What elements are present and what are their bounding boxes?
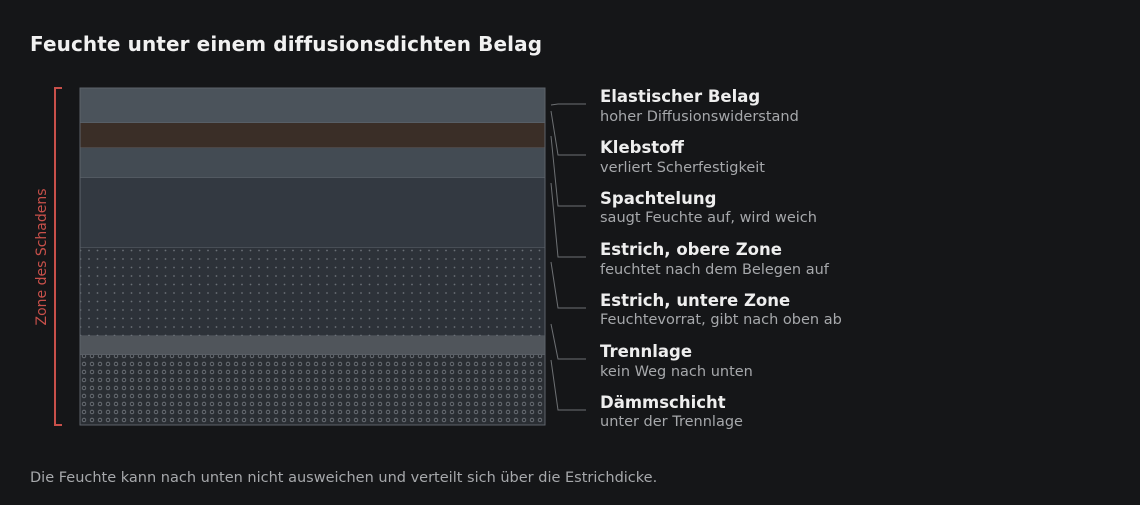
leader-line-5 — [550, 261, 586, 309]
zone-bracket — [54, 87, 62, 426]
layer-3 — [80, 148, 545, 178]
diagram-title: Feuchte unter einem diffusionsdichten Be… — [30, 32, 543, 56]
layer-note: Feuchtevorrat, gibt nach oben ab — [600, 312, 842, 328]
leader-line-6 — [550, 323, 586, 360]
leader-lines — [550, 103, 586, 411]
leader-line-1 — [550, 103, 586, 106]
layer-name: Estrich, untere Zone — [600, 291, 791, 310]
layer-4 — [80, 178, 545, 248]
layer-note: saugt Feuchte auf, wird weich — [600, 210, 817, 226]
layer-name: Trennlage — [600, 342, 693, 361]
layer-note: unter der Trennlage — [600, 414, 743, 430]
layer-7-texture — [80, 355, 545, 425]
layer-note: hoher Diffusionswiderstand — [600, 109, 799, 125]
caption: Die Feuchte kann nach unten nicht auswei… — [30, 470, 658, 486]
leader-line-7 — [550, 359, 586, 411]
leader-line-2 — [550, 110, 586, 156]
layer-name: Estrich, obere Zone — [600, 240, 782, 259]
layer-2 — [80, 123, 545, 148]
layer-5-texture — [80, 248, 545, 336]
leader-line-3 — [550, 135, 586, 207]
layer-note: verliert Scherfestigkeit — [600, 160, 765, 176]
layer-name: Dämmschicht — [600, 393, 726, 412]
layer-name: Elastischer Belag — [600, 87, 761, 106]
layer-1 — [80, 88, 545, 123]
leader-line-4 — [550, 182, 586, 258]
layer-6 — [80, 336, 545, 355]
layer-note: kein Weg nach unten — [600, 364, 753, 380]
layer-stack-border — [79, 87, 546, 426]
zone-bracket-line — [54, 87, 62, 426]
layer-name: Klebstoff — [600, 138, 684, 157]
layer-note: feuchtet nach dem Belegen auf — [600, 262, 829, 278]
layer-name: Spachtelung — [600, 189, 717, 208]
layer-stack — [79, 87, 546, 426]
